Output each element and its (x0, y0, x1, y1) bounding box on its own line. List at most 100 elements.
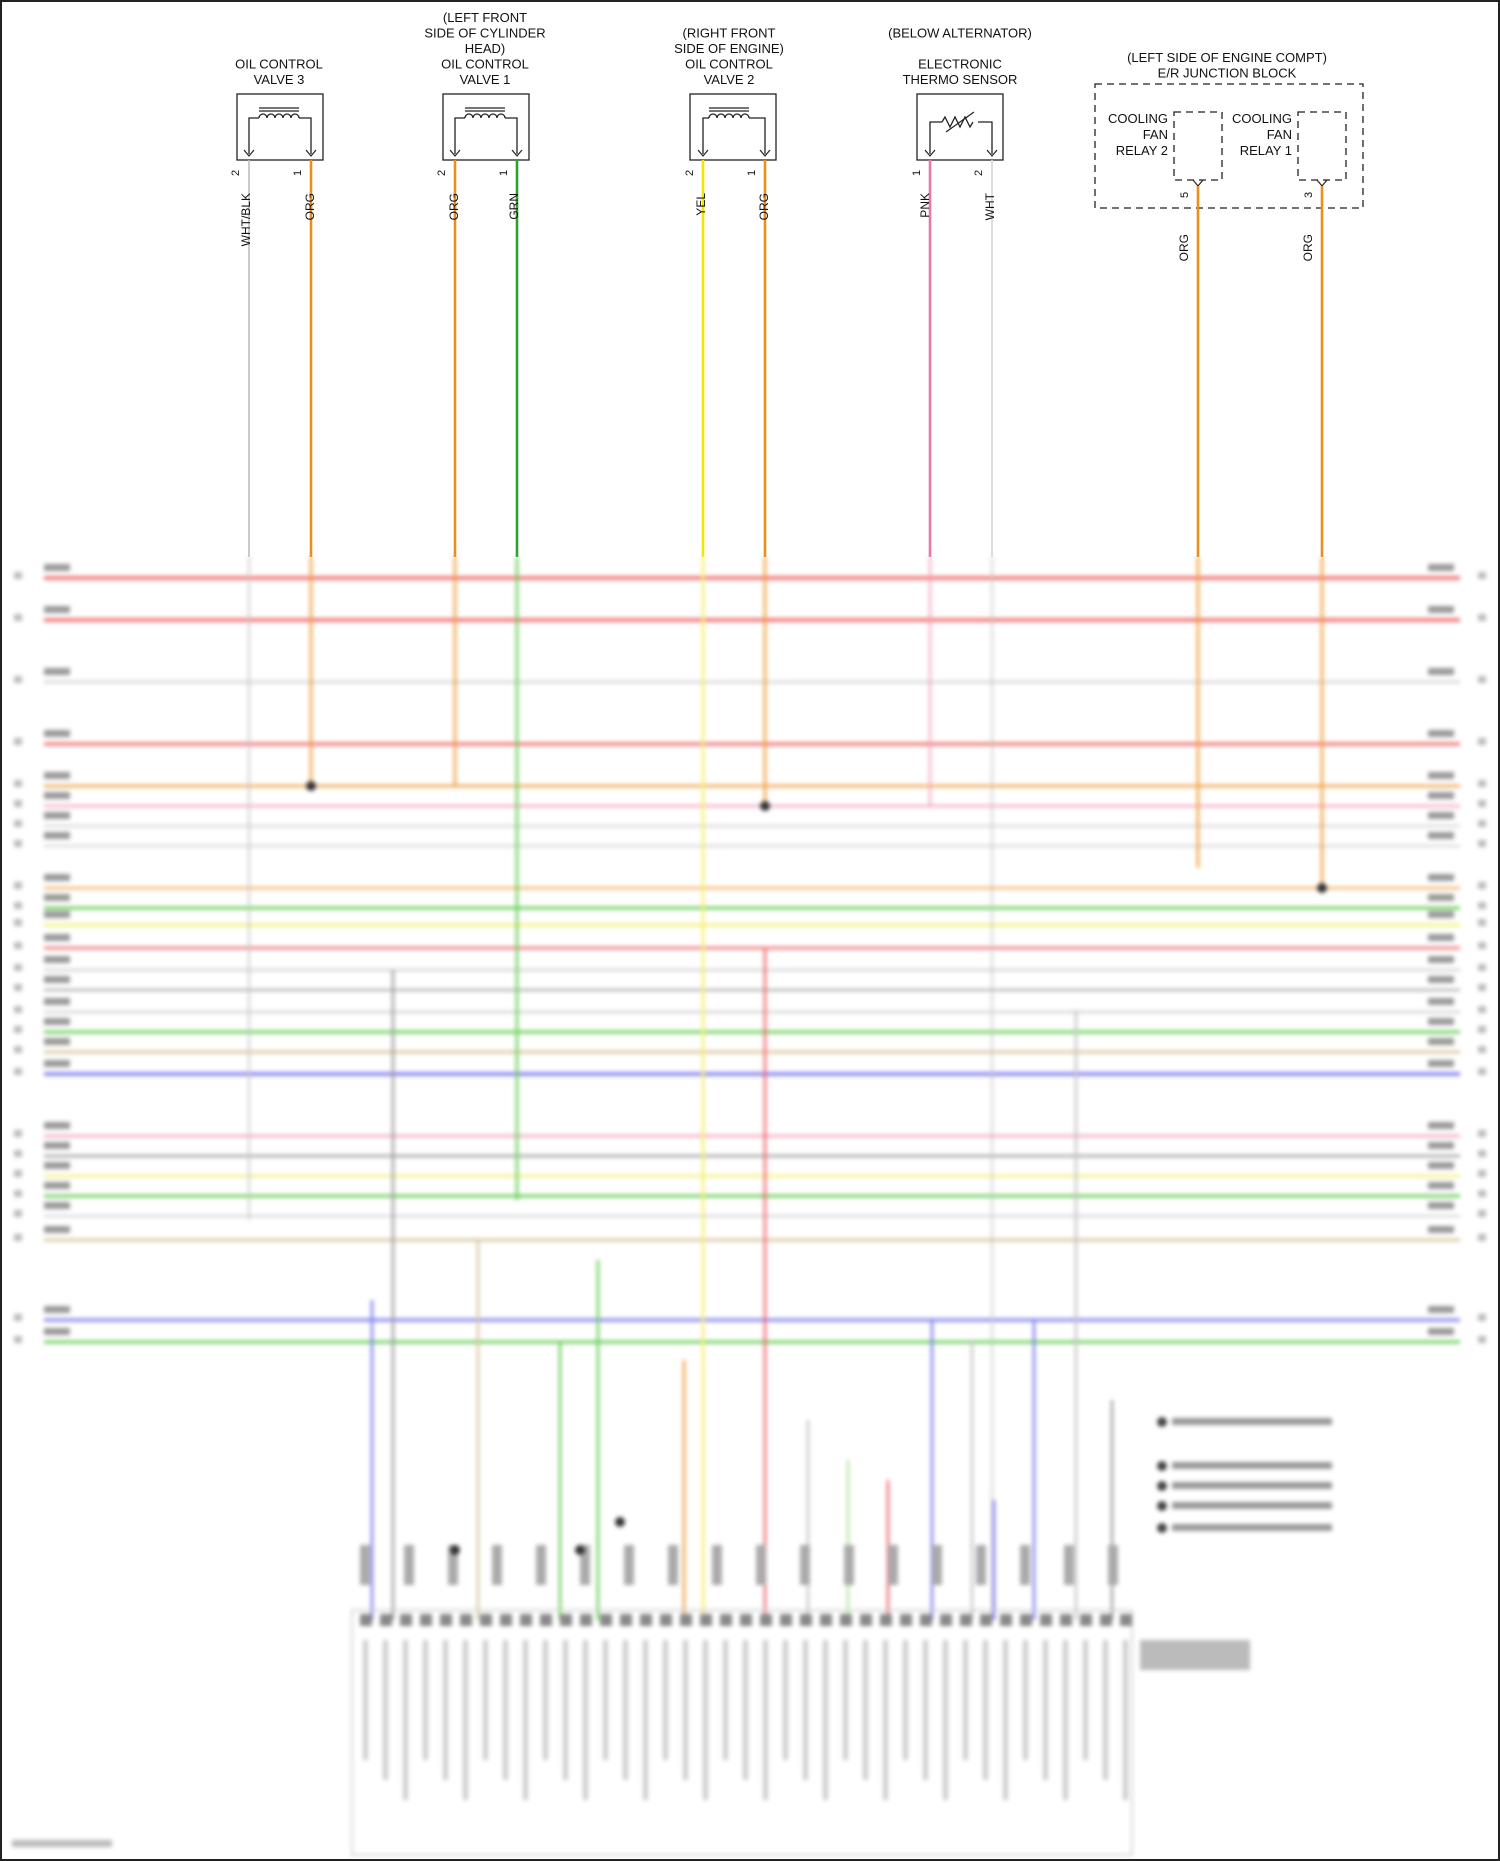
wire-tag (44, 1182, 70, 1189)
ecm-pin (860, 1614, 872, 1626)
pin-terminal (924, 149, 936, 157)
coil-lead (299, 117, 312, 154)
row-marker (14, 800, 22, 807)
ecm-wire-label (536, 1545, 546, 1585)
coil-lead (454, 117, 465, 154)
wire-color-label: PNK (918, 193, 932, 218)
ecm-pin (840, 1614, 852, 1626)
ecm-pin-text (643, 1640, 648, 1800)
wire-color-label: WHT (983, 192, 997, 220)
ecm-wire-label (1064, 1545, 1074, 1585)
junction-block-title: (LEFT SIDE OF ENGINE COMPT) (1127, 50, 1327, 65)
ecm-outline (351, 1609, 1133, 1856)
junction-block-outline (1094, 83, 1364, 209)
ecm-title (1140, 1640, 1250, 1670)
component-title-line: OIL CONTROL (441, 57, 529, 72)
row-marker (1478, 1336, 1486, 1343)
ecm-wire-label (756, 1545, 766, 1585)
splice-point (575, 1545, 585, 1555)
ecm-pin-text (523, 1640, 528, 1800)
wire-tag (1428, 812, 1454, 819)
ecm-pin (520, 1614, 532, 1626)
splice-point (1317, 883, 1327, 893)
ecm-pin-text (783, 1640, 788, 1760)
wire-tag (1428, 1060, 1454, 1067)
ecm-pin-text (1023, 1640, 1028, 1760)
wire-color-label: YEL (694, 193, 708, 216)
row-marker (14, 942, 22, 949)
pin-number: 2 (973, 170, 985, 176)
ecm-pin (1020, 1614, 1032, 1626)
ecm-pin (380, 1614, 392, 1626)
relay-label-line: FAN (1267, 127, 1292, 142)
wire-tag (44, 1328, 70, 1335)
reference-label (1172, 1524, 1332, 1531)
ecm-pin (480, 1614, 492, 1626)
row-marker (14, 1314, 22, 1321)
ecm-pin (800, 1614, 812, 1626)
pin-terminal (305, 149, 317, 157)
coil-icon (258, 113, 300, 119)
component-box (442, 93, 530, 161)
wire-tag (44, 606, 70, 613)
reference-dot (1157, 1481, 1167, 1491)
wire-tag (44, 1018, 70, 1025)
ecm-pin-text (963, 1640, 968, 1760)
wire-tag (44, 1142, 70, 1149)
wire-tag (1428, 1226, 1454, 1233)
row-marker (1478, 919, 1486, 926)
pin-terminal (511, 149, 523, 157)
ecm-wire-label (932, 1545, 942, 1585)
wire-tag (44, 832, 70, 839)
ecm-pin-text (1063, 1640, 1068, 1800)
ecm-pin (1040, 1614, 1052, 1626)
wire-tag (44, 976, 70, 983)
wire-tag (1428, 668, 1454, 675)
ecm-pin-text (503, 1640, 508, 1780)
ecm-wire-label (888, 1545, 898, 1585)
ecm-wire-label (844, 1545, 854, 1585)
relay-label-line: FAN (1143, 127, 1168, 142)
ecm-pin-text (823, 1640, 828, 1800)
wire-tag (44, 956, 70, 963)
row-marker (1478, 1210, 1486, 1217)
row-marker (1478, 1190, 1486, 1197)
ecm-pin-text (483, 1640, 488, 1760)
row-marker (14, 1190, 22, 1197)
row-marker (1478, 1046, 1486, 1053)
thermistor-icon (941, 115, 974, 129)
ecm-wire-label (712, 1545, 722, 1585)
wire-tag (44, 1122, 70, 1129)
ecm-pin-text (603, 1640, 608, 1760)
reference-label (1172, 1418, 1332, 1425)
row-marker (14, 1336, 22, 1343)
relay-box (1297, 111, 1347, 181)
pin-number: 1 (911, 170, 923, 176)
wire-color-label: ORG (1177, 234, 1191, 261)
wire-tag (1428, 606, 1454, 613)
ecm-wire-label (360, 1545, 370, 1585)
wire-color-label: ORG (303, 193, 317, 220)
coil-lead (749, 117, 766, 154)
row-marker (1478, 1150, 1486, 1157)
pin-number: 1 (498, 170, 510, 176)
coil-icon (464, 113, 506, 119)
ecm-pin-text (1043, 1640, 1048, 1780)
ecm-pin-text (883, 1640, 888, 1800)
wire-tag (44, 894, 70, 901)
coil-lead (702, 117, 709, 154)
row-marker (14, 614, 22, 621)
row-marker (1478, 1026, 1486, 1033)
row-marker (14, 1234, 22, 1241)
ecm-pin (580, 1614, 592, 1626)
ecm-pin-text (623, 1640, 628, 1780)
relay-pin-number: 3 (1303, 192, 1315, 198)
row-marker (1478, 1234, 1486, 1241)
wire-color-label: GRN (507, 193, 521, 220)
component-title-line: OIL CONTROL (235, 57, 323, 72)
wire-tag (1428, 874, 1454, 881)
ecm-pin (900, 1614, 912, 1626)
ecm-pin-text (743, 1640, 748, 1780)
